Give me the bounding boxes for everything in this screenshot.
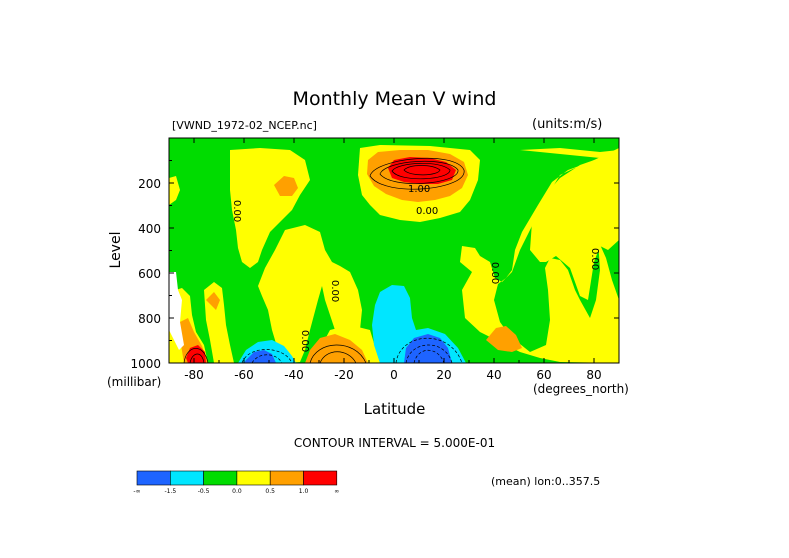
colorbar: -∞ -1.5 -0.5 0.0 0.5 1.0 ∞ <box>133 470 339 495</box>
x-ticks: -80 -60 -40 -20 0 20 40 60 80 <box>168 138 620 382</box>
mean-footnote: (mean) lon:0..357.5 <box>491 475 601 488</box>
y-tick-label: 600 <box>138 267 161 281</box>
contour-label: 0.00 <box>589 248 600 270</box>
x-tick-label: -60 <box>234 368 254 382</box>
x-tick-label: 0 <box>390 368 398 382</box>
x-axis-units: (degrees_north) <box>533 382 629 396</box>
contour-fill-orange-surface-north <box>486 326 522 352</box>
x-axis-label: Latitude <box>363 400 426 418</box>
contour-line-equator-2 <box>405 344 453 363</box>
contour-labels: 1.00 0.00 0.00 0.00 0.00 0.00 0.00 <box>231 184 600 352</box>
x-tick-label: -40 <box>284 368 304 382</box>
x-tick-label: -80 <box>184 368 204 382</box>
y-tick-label: 1000 <box>130 357 161 371</box>
colorbar-label: -∞ <box>133 488 140 495</box>
contour-fill-blue-south <box>244 350 276 363</box>
missing-data-patch <box>169 272 184 350</box>
contour-line-south-2 <box>251 354 283 363</box>
y-tick-label: 400 <box>138 222 161 236</box>
contour-line-south-1 <box>241 349 293 363</box>
colorbar-label: 0.0 <box>232 488 242 495</box>
contour-line-jet-4 <box>403 165 441 176</box>
colorbar-swatch <box>303 470 338 486</box>
colorbar-label: 0.5 <box>265 488 275 495</box>
y-ticks: 1000 800 600 400 200 <box>130 160 619 371</box>
contour-line-jet-1 <box>369 157 465 190</box>
contour-fill-blue-equator <box>404 334 452 363</box>
contour-label: 0.00 <box>329 280 340 302</box>
chart-title: Monthly Mean V wind <box>292 88 497 110</box>
contour-interval-text: CONTOUR INTERVAL = 5.000E-01 <box>293 436 496 450</box>
y-axis-units: (millibar) <box>107 375 162 389</box>
contour-lines <box>183 157 465 363</box>
contour-label: 0.00 <box>231 200 242 222</box>
contour-label: 0.00 <box>489 262 500 284</box>
contour-fill-yellow-north-midlatitude <box>520 148 619 300</box>
contour-line-surface-1 <box>309 344 367 363</box>
contour-fill-orange-midlatitude <box>274 176 298 196</box>
contour-fill-orange-south-edge <box>206 292 220 310</box>
contour-line-surface-2 <box>319 351 357 363</box>
contour-label: 1.00 <box>408 184 430 195</box>
x-tick-label: 20 <box>436 368 451 382</box>
colorbar-label: -1.5 <box>164 488 176 495</box>
colorbar-label: -0.5 <box>198 488 210 495</box>
contour-line-equator-1 <box>395 337 463 363</box>
y-tick-label: 200 <box>138 177 161 191</box>
units-label: (units:m/s) <box>532 117 603 132</box>
contour-fill-orange-surface-south <box>305 334 368 363</box>
filled-contours <box>169 138 619 363</box>
x-tick-label: -20 <box>334 368 354 382</box>
x-tick-label: 60 <box>536 368 551 382</box>
contour-line-equator-3 <box>413 349 445 363</box>
contour-line-jet-2 <box>379 160 459 184</box>
colorbar-swatch <box>136 470 171 486</box>
colorbar-swatch <box>203 470 238 486</box>
contour-line-polar-1 <box>183 348 209 363</box>
colorbar-swatch <box>170 470 204 486</box>
colorbar-swatch <box>269 470 304 486</box>
contour-label: 0.00 <box>416 206 438 217</box>
colorbar-swatch <box>236 470 271 486</box>
x-tick-label: 80 <box>586 368 601 382</box>
contour-line-polar-2 <box>189 353 205 363</box>
file-label: [VWND_1972-02_NCEP.nc] <box>172 119 317 132</box>
contour-line-jet-3 <box>391 162 451 180</box>
contour-label: 0.00 <box>299 330 310 352</box>
colorbar-label: 1.0 <box>299 488 309 495</box>
colorbar-label: ∞ <box>334 488 339 495</box>
contour-fill-yellow-upper-north <box>169 138 619 363</box>
y-tick-label: 800 <box>138 312 161 326</box>
x-tick-label: 40 <box>486 368 501 382</box>
